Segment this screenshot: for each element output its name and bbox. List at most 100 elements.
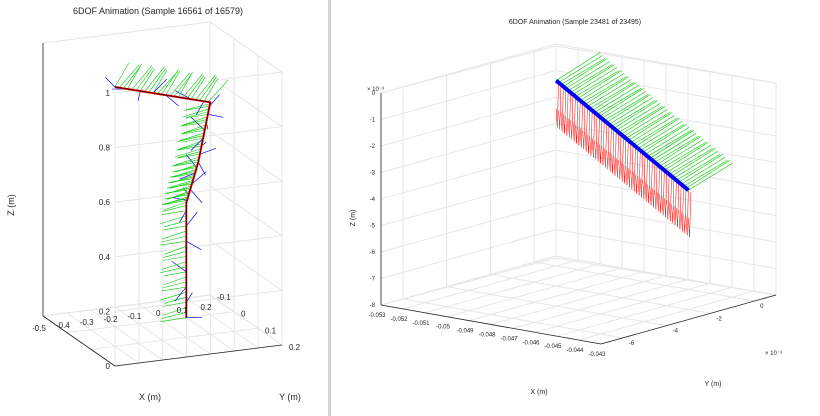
left-frame-x-axis xyxy=(161,210,187,215)
left-frame-x-axis xyxy=(163,251,187,258)
right-z-tick-label: 0 xyxy=(372,91,376,97)
left-frame-x-axis xyxy=(181,137,204,143)
left-frame-x-axis xyxy=(164,271,187,277)
right-z-tick-label: -1 xyxy=(370,118,376,124)
left-frame-x-axis xyxy=(160,215,187,225)
right-frame-z-axis xyxy=(647,158,651,204)
left-frame-z-axis xyxy=(197,162,206,176)
left-frame-x-axis xyxy=(170,181,193,189)
left-y-axis-label: Y (m) xyxy=(279,392,301,402)
right-x-tick-label: -0.052 xyxy=(390,317,408,323)
left-frame-z-axis xyxy=(171,260,187,273)
right-x-tick-label: -0.051 xyxy=(412,321,430,327)
right-frame-z-axis xyxy=(673,180,677,226)
left-frame-x-axis xyxy=(162,205,187,212)
right-frame-x-axis xyxy=(570,64,615,93)
left-frame-x-axis xyxy=(180,121,207,127)
right-frame-z-axis xyxy=(649,160,653,206)
left-frame-z-axis xyxy=(165,94,179,107)
left-frame-x-axis xyxy=(174,165,198,173)
right-frame-x-axis xyxy=(673,151,719,179)
left-frame-x-axis xyxy=(179,132,205,142)
left-frame-x-axis xyxy=(160,266,187,273)
left-frame-z-axis xyxy=(137,90,141,101)
right-frame-z-axis xyxy=(560,86,564,132)
left-chart-title: 6DOF Animation (Sample 16561 of 16579) xyxy=(73,6,243,16)
right-frame-x-axis xyxy=(630,115,675,143)
right-x-tick-label: -0.046 xyxy=(522,340,540,346)
left-y-tick-label: -0.1 xyxy=(217,293,231,302)
right-frame-z-axis xyxy=(572,96,576,142)
right-z-tick-label: -4 xyxy=(370,197,376,203)
right-frame-x-axis xyxy=(668,148,714,175)
left-z-tick-label: 0.8 xyxy=(99,144,111,153)
right-trajectory-frames xyxy=(554,52,733,238)
right-frame-z-axis xyxy=(594,114,598,160)
right-frame-z-axis xyxy=(606,124,610,170)
left-axes-frame xyxy=(42,43,283,367)
right-frame-z-axis xyxy=(640,152,643,198)
right-axes-frame xyxy=(380,93,777,345)
right-x-gridline xyxy=(380,44,557,306)
right-frame-x-axis xyxy=(592,82,637,111)
left-frame-x-axis xyxy=(161,286,187,292)
right-z-tick-label: -5 xyxy=(370,224,376,230)
left-frame-x-axis xyxy=(180,129,205,135)
left-y-tick-label: 0.1 xyxy=(265,326,277,335)
right-y-tick-label: -2 xyxy=(716,316,722,322)
left-frame-x-axis xyxy=(190,77,206,100)
left-frame-x-axis xyxy=(163,201,187,211)
left-x-tick-label: -0.5 xyxy=(32,324,46,333)
left-z-tick-label: 0.2 xyxy=(99,307,111,316)
left-frame-x-axis xyxy=(163,276,187,286)
right-frame-z-axis xyxy=(613,130,617,176)
right-frame-z-axis xyxy=(577,100,581,146)
left-frame-x-axis xyxy=(114,62,130,88)
left-frame-x-axis xyxy=(167,190,190,200)
left-frame-z-axis xyxy=(207,113,224,118)
left-frame-x-axis xyxy=(165,70,181,96)
right-z-tick-label: -2 xyxy=(370,144,376,150)
right-chart-title: 6DOF Animation (Sample 23481 of 23495) xyxy=(509,19,641,26)
right-frame-z-axis xyxy=(683,188,687,234)
right-frame-z-axis xyxy=(601,120,605,166)
right-frame-z-axis xyxy=(589,110,593,156)
left-frame-z-axis xyxy=(171,196,188,201)
right-frame-z-axis xyxy=(618,134,622,180)
right-3d-plot: 0-1-2-3-4-5-6-7-8 -0.053-0.052-0.051-0.0… xyxy=(350,19,782,396)
left-x-tick-label: -0.1 xyxy=(128,312,142,321)
left-z-tick-label: 0.6 xyxy=(99,198,111,207)
left-frame-x-axis xyxy=(171,174,195,184)
right-x-tick-label: -0.044 xyxy=(566,348,584,354)
left-frame-z-axis xyxy=(199,148,216,155)
left-frame-x-axis xyxy=(173,172,196,178)
right-plot-panel: 0 -1 -2 -3 -4 -5 -6 -7 -8 -0.053 -0.052 -0.051 -0.0… xyxy=(331,0,820,416)
right-frame-z-axis xyxy=(666,174,670,220)
left-frame-x-axis xyxy=(166,180,194,189)
right-frame-z-axis xyxy=(632,146,636,192)
right-frame-z-axis xyxy=(661,170,665,216)
right-frame-z-axis xyxy=(644,156,648,202)
right-frame-z-axis xyxy=(656,166,660,212)
right-z-tick-label: -6 xyxy=(370,250,376,256)
left-frame-x-axis xyxy=(207,79,229,103)
right-frame-x-axis xyxy=(623,109,668,137)
right-frame-x-axis xyxy=(589,82,634,109)
left-frame-x-axis xyxy=(172,161,199,167)
right-y-tick-label: -6 xyxy=(629,341,635,347)
right-frame-x-axis xyxy=(685,159,731,189)
right-frame-x-axis xyxy=(625,112,671,139)
left-frame-x-axis xyxy=(163,302,187,307)
left-frame-x-axis xyxy=(182,127,206,134)
left-frame-x-axis xyxy=(186,111,209,118)
left-frame-x-axis xyxy=(144,66,165,92)
left-frame-x-axis xyxy=(173,74,192,97)
right-frame-z-axis xyxy=(628,142,631,188)
right-frame-x-axis xyxy=(599,88,644,117)
left-y-gridline xyxy=(66,38,235,334)
right-frame-x-axis xyxy=(632,118,678,145)
right-frame-z-axis xyxy=(570,94,574,140)
right-x-tick-label: -0.049 xyxy=(456,329,474,335)
left-frame-z-axis xyxy=(186,211,198,227)
left-x-tick-label: 0.1 xyxy=(177,306,189,315)
